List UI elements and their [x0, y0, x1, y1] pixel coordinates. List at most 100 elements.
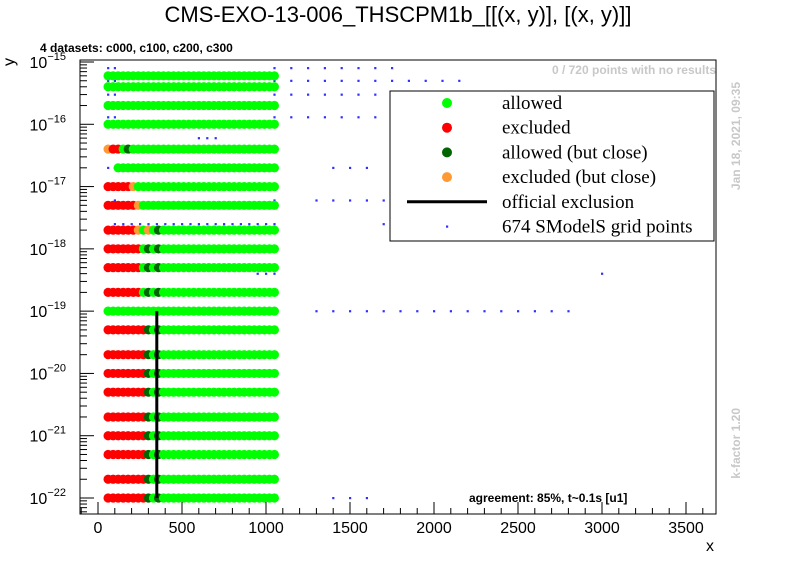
axes-layer: 0 500 1000 1500 2000 2500 3000 3500 10−22 10−21 10…	[30, 51, 704, 537]
legend-grid-swatch	[446, 225, 449, 228]
grid-point	[374, 116, 377, 119]
allowed-marker	[269, 412, 279, 422]
x-tick-label: 3000	[584, 520, 620, 537]
allowed-marker	[269, 325, 279, 335]
y-tick-label: 10−20	[30, 362, 66, 383]
grid-point	[113, 79, 116, 82]
grid-point	[374, 79, 377, 82]
grid-point	[416, 310, 419, 313]
grid-point	[365, 166, 368, 170]
grid-point	[290, 93, 293, 96]
allowed-marker	[269, 163, 279, 173]
grid-point	[458, 79, 461, 82]
legend-label: allowed	[502, 93, 563, 114]
legend: allowed excluded allowed (but close) exclud…	[389, 90, 715, 242]
x-tick-label: 3500	[668, 520, 704, 537]
timestamp-note: Jan 18, 2021, 09:35	[729, 82, 743, 190]
x-tick-label: 1500	[332, 520, 368, 537]
grid-point	[601, 272, 604, 275]
grid-point	[273, 79, 276, 82]
x-tick-label: 500	[169, 520, 196, 537]
legend-label: excluded	[502, 118, 571, 139]
legend-swatch	[442, 172, 452, 183]
kfactor-note: k-factor 1.20	[729, 408, 743, 479]
grid-point	[357, 79, 360, 82]
allowed-marker	[269, 181, 279, 192]
grid-point	[357, 67, 360, 70]
grid-point	[197, 137, 200, 140]
grid-point	[273, 93, 276, 96]
grid-point	[122, 223, 125, 226]
grid-point	[273, 67, 276, 70]
legend-label: excluded (but close)	[502, 167, 656, 188]
legend-swatch	[442, 147, 452, 158]
allowed-marker	[269, 71, 279, 81]
grid-point	[256, 223, 259, 226]
grid-point	[349, 310, 352, 313]
allowed-marker	[269, 244, 279, 254]
grid-point	[340, 93, 343, 96]
grid-point	[113, 93, 116, 96]
grid-point	[223, 223, 226, 226]
allowed-marker	[269, 263, 279, 273]
grid-point	[374, 93, 377, 96]
y-tick-label: 10−18	[30, 238, 66, 259]
plot-frame	[79, 59, 717, 515]
y-tick-label: 10−19	[30, 300, 66, 321]
grid-point	[332, 310, 335, 313]
allowed-marker	[269, 200, 279, 210]
grid-point	[113, 223, 116, 226]
grid-point	[107, 166, 110, 170]
grid-point	[391, 79, 394, 82]
grid-point	[382, 199, 385, 202]
allowed-marker	[269, 387, 279, 397]
grid-point	[332, 166, 335, 170]
grid-point	[374, 67, 377, 70]
allowed-marker	[269, 287, 279, 297]
x-tick-label: 1000	[248, 520, 284, 537]
allowed-marker	[269, 225, 279, 235]
grid-point	[197, 223, 200, 226]
grid-point	[181, 223, 184, 226]
grid-point	[265, 223, 268, 226]
x-tick-label: 0	[94, 520, 103, 537]
grid-point	[307, 116, 310, 119]
grid-point	[323, 79, 326, 82]
grid-point	[349, 166, 352, 170]
allowed-marker	[269, 474, 279, 484]
grid-point	[340, 116, 343, 119]
no-results-note: 0 / 720 points with no results	[552, 63, 716, 77]
grid-point	[189, 223, 192, 226]
y-tick-label: 10−17	[30, 176, 66, 197]
grid-point	[273, 272, 276, 275]
grid-point	[357, 93, 360, 96]
grid-point	[107, 93, 110, 96]
grid-point	[365, 310, 368, 313]
grid-point	[307, 79, 310, 82]
grid-point	[265, 272, 268, 275]
grid-point	[349, 199, 352, 202]
y-tick-label: 10−22	[30, 487, 66, 508]
grid-point	[483, 310, 486, 313]
allowed-marker	[269, 350, 279, 360]
grid-point	[340, 79, 343, 82]
grid-point	[206, 223, 209, 226]
y-axis-label: y	[1, 58, 18, 66]
allowed-marker	[269, 100, 279, 111]
grid-point	[323, 67, 326, 70]
grid-point	[107, 116, 110, 119]
allowed-marker	[269, 306, 279, 316]
grid-point	[424, 79, 427, 82]
grid-point	[365, 497, 368, 500]
grid-point	[164, 223, 167, 226]
grid-point	[466, 310, 469, 313]
grid-point	[550, 310, 553, 313]
allowed-marker	[269, 368, 279, 379]
grid-point	[130, 223, 133, 226]
allowed-marker	[269, 82, 279, 92]
grid-point	[357, 116, 360, 119]
grid-point	[113, 67, 116, 70]
grid-point	[113, 199, 116, 202]
grid-point	[256, 272, 259, 275]
